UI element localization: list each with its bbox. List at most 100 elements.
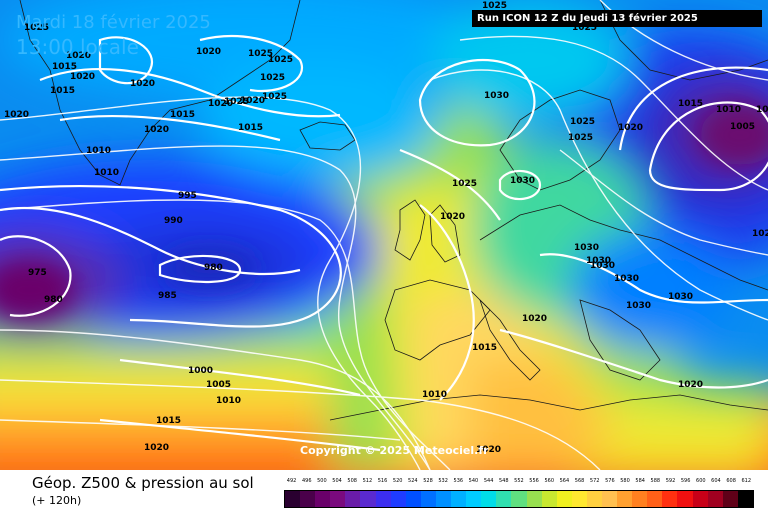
isobar-label: 1020 <box>196 47 221 57</box>
legend-swatch <box>466 491 482 507</box>
isobar-label: 1030 <box>484 91 509 101</box>
isobar-label: 1010 <box>716 105 741 115</box>
legend-swatch <box>405 491 421 507</box>
isobar-label: 1025 <box>570 117 595 127</box>
legend-swatch <box>586 491 602 507</box>
isobar-label: 1020 <box>522 314 547 324</box>
legend-swatch <box>481 491 497 507</box>
legend-swatch <box>526 491 542 507</box>
legend-value: 564 <box>559 478 570 484</box>
legend-swatch <box>737 491 753 507</box>
legend-value: 604 <box>711 478 721 484</box>
isobar-label: 1010 <box>86 146 111 156</box>
isobar-label: 1030 <box>614 274 639 284</box>
legend-swatch <box>601 491 618 507</box>
isobar-label: 1020 <box>144 443 169 453</box>
isobar-label: 1020 <box>208 99 233 109</box>
legend-swatch <box>617 491 633 507</box>
isobar-label: 1010 <box>216 396 241 406</box>
legend-swatch <box>315 491 331 507</box>
legend-value: 560 <box>544 478 554 484</box>
legend-swatch <box>571 491 587 507</box>
legend-swatch <box>632 491 648 507</box>
legend-swatch <box>541 491 557 507</box>
legend-value: 608 <box>726 478 736 484</box>
isobar-label: 1020 <box>4 110 29 120</box>
legend-value: 540 <box>468 478 479 484</box>
legend-swatch <box>511 491 527 507</box>
isobar-label: 102 <box>756 105 768 115</box>
legend-swatch <box>707 491 723 507</box>
isobar-label: 1015 <box>156 416 181 426</box>
isobar-label: 1015 <box>52 62 77 72</box>
isobar-label: 1020 <box>752 229 768 239</box>
legend-swatch <box>345 491 361 507</box>
legend-swatch <box>435 491 452 507</box>
isobar-label: 1020 <box>130 79 155 89</box>
legend-value: 580 <box>620 478 630 484</box>
legend-value: 576 <box>605 478 615 484</box>
color-legend: 492 496 500 504 508 512 516 520 524 528 532 536 540 5… <box>284 478 754 508</box>
copyright-text: Copyright © 2025 Meteociel.fr <box>300 444 489 457</box>
forecast-date: Mardi 18 février 2025 <box>16 12 211 33</box>
legend-swatch <box>647 491 663 507</box>
isobar-label: 1025 <box>568 133 593 143</box>
isobar-label: 1030 <box>586 256 611 266</box>
isobar-label: 1020 <box>618 123 643 133</box>
legend-value: 492 <box>286 478 297 484</box>
isobar-lines <box>0 34 768 452</box>
forecast-lead-time: (+ 120h) <box>32 494 82 507</box>
isobar-label: 1025 <box>262 92 287 102</box>
isobar-label: 1020 <box>678 380 703 390</box>
isobar-label: 1030 <box>668 292 693 302</box>
legend-value: 596 <box>680 478 691 484</box>
legend-value: 592 <box>665 478 676 484</box>
legend-value: 504 <box>332 478 342 484</box>
legend-value: 556 <box>529 478 539 484</box>
isobar-label: 1030 <box>510 176 535 186</box>
isobar-label: 1015 <box>678 99 703 109</box>
legend-value: 612 <box>741 478 752 484</box>
forecast-time: 13:00 locale <box>16 35 139 59</box>
legend-value: 516 <box>377 478 388 484</box>
isobar-label: 1015 <box>472 343 497 353</box>
legend-value: 496 <box>301 478 312 484</box>
isobar-label: 1005 <box>206 380 231 390</box>
isobar-label: 1015 <box>50 86 75 96</box>
legend-labels: 492 496 500 504 508 512 516 520 524 528 532 536 540 5… <box>284 478 754 490</box>
legend-value: 600 <box>696 478 706 484</box>
legend-value: 552 <box>514 478 524 484</box>
isobar-label: 1020 <box>70 72 95 82</box>
legend-swatch <box>300 491 316 507</box>
isobar-label: 1020 <box>66 51 91 61</box>
legend-value: 544 <box>483 478 494 484</box>
isobar-label: 985 <box>158 291 177 301</box>
legend-swatch <box>390 491 406 507</box>
legend-swatch <box>722 491 738 507</box>
legend-swatch <box>556 491 572 507</box>
legend-swatch <box>662 491 678 507</box>
isobar-label: 1015 <box>170 110 195 120</box>
legend-swatch <box>330 491 346 507</box>
isobar-label: 975 <box>28 268 47 278</box>
legend-value: 536 <box>453 478 464 484</box>
legend-swatch <box>375 491 391 507</box>
legend-value: 512 <box>362 478 373 484</box>
isobar-label: 1020 <box>240 96 265 106</box>
isobar-label: 995 <box>178 191 197 201</box>
legend-value: 588 <box>650 478 661 484</box>
legend-value: 548 <box>498 478 509 484</box>
legend-color-bar <box>284 490 754 508</box>
isobar-label: 1025 <box>268 55 293 65</box>
legend-swatch <box>496 491 512 507</box>
legend-swatch <box>451 491 467 507</box>
legend-swatch <box>677 491 693 507</box>
isobar-label: 1020 <box>476 445 501 455</box>
isobar-label: 990 <box>164 216 183 226</box>
legend-value: 528 <box>423 478 433 484</box>
isobar-label: 1005 <box>730 122 755 132</box>
isobar-label: 1025 <box>572 23 597 33</box>
